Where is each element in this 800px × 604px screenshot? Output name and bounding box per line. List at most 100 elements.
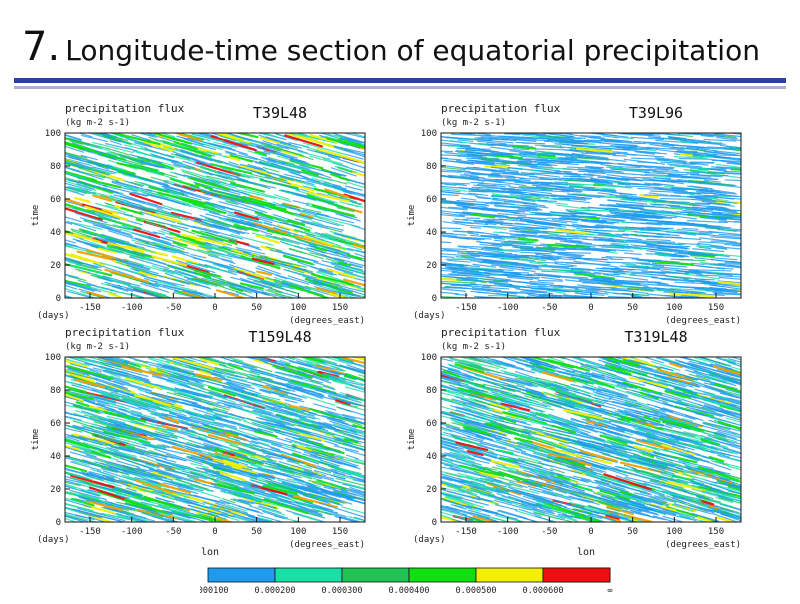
y-tick-label: 100: [421, 129, 437, 139]
x-tick-label: -100: [497, 303, 519, 313]
precip-streak: [676, 151, 689, 152]
panel-units: (kg m-2 s-1): [65, 118, 130, 128]
precip-streak: [688, 193, 709, 194]
precip-streak: [541, 190, 552, 191]
precip-streak: [613, 215, 636, 216]
precip-streak: [516, 142, 530, 143]
x-tick-label: 100: [290, 527, 306, 537]
panel-t319l48: precipitation flux(kg m-2 s-1)T319L48-15…: [386, 320, 766, 538]
precip-streak: [517, 161, 528, 162]
precip-streak: [538, 280, 562, 281]
x-tick-label: 0: [212, 303, 217, 313]
precip-field: [45, 127, 385, 305]
precip-streak: [642, 228, 674, 229]
x-tick-label: -150: [79, 527, 101, 537]
precip-streak: [445, 287, 461, 288]
y-axis-label: time: [31, 205, 41, 227]
x-tick-label: -50: [165, 527, 181, 537]
precip-field: [44, 351, 384, 529]
panel-units: (kg m-2 s-1): [65, 342, 130, 352]
precip-streak: [515, 255, 538, 256]
panel-title: precipitation flux: [65, 102, 185, 115]
precip-streak: [626, 242, 646, 243]
panel-title: precipitation flux: [441, 102, 561, 115]
y-tick-label: 40: [426, 228, 437, 238]
y-tick-label: 100: [45, 353, 61, 363]
precip-streak: [438, 151, 453, 152]
x-tick-label: -150: [79, 303, 101, 313]
y-tick-label: 20: [50, 261, 61, 271]
precip-streak: [632, 273, 647, 274]
precip-streak: [513, 149, 528, 150]
model-label: T159L48: [248, 328, 311, 346]
model-label: T319L48: [624, 328, 687, 346]
y-tick-label: 40: [50, 228, 61, 238]
y-tick-label: 60: [50, 419, 61, 429]
precip-streak: [589, 173, 606, 174]
precip-streak: [725, 245, 741, 246]
x-tick-label: 50: [251, 303, 262, 313]
chart-t159l48: precipitation flux (kg m-2 s-1) T159L48 -15…: [10, 320, 390, 560]
precip-streak: [535, 145, 561, 146]
chart-t319l48: precipitation flux(kg m-2 s-1)T319L48-15…: [386, 320, 766, 560]
slide-title: 7. Longitude-time section of equatorial …: [22, 24, 760, 68]
chart-t39l96: precipitation flux(kg m-2 s-1)T39L96-150…: [386, 96, 766, 314]
y-tick-label: 0: [56, 518, 61, 528]
precip-streak: [687, 196, 716, 197]
panel-t39l48: precipitation flux (kg m-2 s-1) T39L48 -150…: [10, 96, 390, 314]
precip-streak: [538, 201, 557, 202]
chart-t39l48: precipitation flux (kg m-2 s-1) T39L48 -150…: [10, 96, 390, 314]
precip-streak: [731, 169, 747, 170]
model-label: T39L48: [253, 104, 307, 122]
x-tick-label: 150: [708, 303, 724, 313]
x-unit-label: (days): [37, 535, 70, 545]
y-tick-label: 80: [50, 386, 61, 396]
y-tick-label: 0: [56, 294, 61, 304]
panel-t159l48: precipitation flux (kg m-2 s-1) T159L48 -15…: [10, 320, 390, 538]
y-tick-label: 60: [426, 195, 437, 205]
panel-t39l96: precipitation flux(kg m-2 s-1)T39L96-150…: [386, 96, 766, 314]
x-tick-label: 0: [212, 527, 217, 537]
title-rule: [14, 78, 786, 83]
y-tick-label: 20: [426, 261, 437, 271]
x-tick-label: 150: [332, 303, 348, 313]
slide-title-text: Longitude-time section of equatorial pre…: [65, 34, 760, 67]
y-tick-label: 100: [45, 129, 61, 139]
x-tick-label: -100: [121, 527, 143, 537]
panel-units: (kg m-2 s-1): [441, 118, 506, 128]
panel-units: (kg m-2 s-1): [441, 342, 506, 352]
x-tick-label: -50: [165, 303, 181, 313]
model-label: T39L96: [629, 104, 683, 122]
precip-streak: [725, 180, 740, 181]
x-axis-label: lon: [201, 547, 219, 558]
precip-streak: [699, 233, 712, 234]
precip-streak: [500, 145, 513, 146]
x-tick-label: -100: [121, 303, 143, 313]
precip-streak: [492, 172, 518, 173]
title-sub-rule: [14, 86, 786, 89]
panel-title: precipitation flux: [65, 326, 185, 339]
x-tick-label: 50: [251, 527, 262, 537]
y-tick-label: 80: [50, 162, 61, 172]
y-tick-label: 40: [50, 452, 61, 462]
precip-streak: [631, 220, 654, 221]
precip-streak: [681, 154, 692, 155]
y-tick-label: 80: [426, 162, 437, 172]
x-end-label: (degrees_east): [289, 540, 365, 550]
x-tick-label: 100: [666, 303, 682, 313]
precip-streak: [671, 259, 693, 260]
x-tick-label: 100: [290, 303, 306, 313]
precip-streak: [701, 279, 715, 280]
precip-field: [420, 351, 763, 529]
x-tick-label: 150: [332, 527, 348, 537]
precip-streak: [607, 274, 619, 275]
x-tick-label: -50: [541, 303, 557, 313]
y-tick-label: 0: [432, 294, 437, 304]
panel-title: precipitation flux: [441, 326, 561, 339]
precip-streak: [531, 195, 544, 196]
precip-streak: [613, 155, 627, 156]
precip-streak: [471, 227, 481, 228]
precip-streak: [691, 175, 728, 176]
x-tick-label: 50: [627, 303, 638, 313]
precip-streak: [620, 167, 640, 168]
